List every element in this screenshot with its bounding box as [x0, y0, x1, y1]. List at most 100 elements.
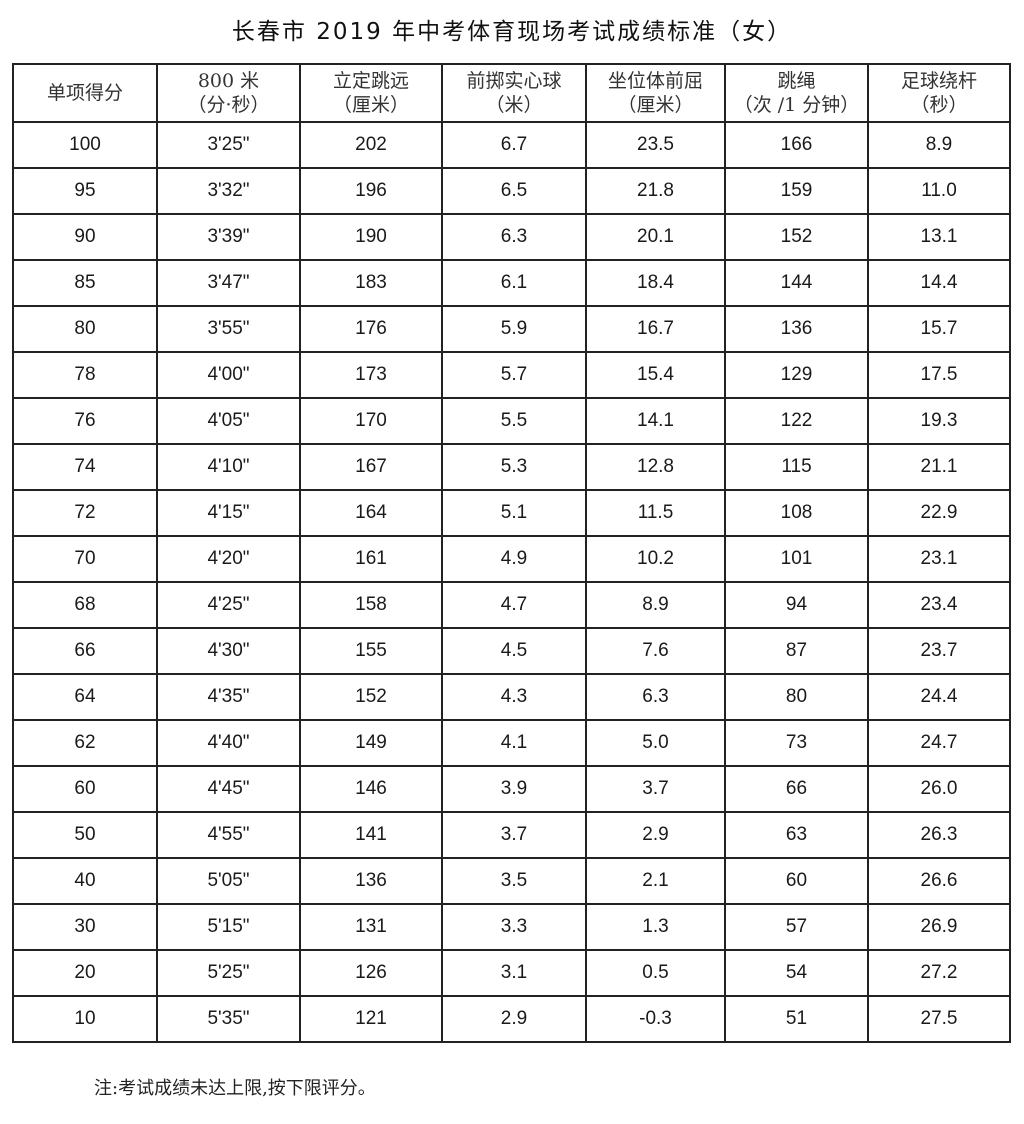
cell-800m: 4'45": [156, 765, 301, 813]
cell-score: 80: [12, 305, 158, 353]
cell-football: 26.9: [867, 903, 1011, 951]
cell-football: 26.6: [867, 857, 1011, 905]
cell-jump-rope: 80: [724, 673, 869, 721]
table-row: 74 4'10" 167 5.3 12.8 115 21.1: [12, 443, 1011, 491]
cell-ball-throw: 6.7: [441, 121, 587, 169]
cell-long-jump: 164: [299, 489, 443, 537]
cell-football: 23.4: [867, 581, 1011, 629]
cell-ball-throw: 4.9: [441, 535, 587, 583]
cell-football: 24.4: [867, 673, 1011, 721]
footnote: 注:考试成绩未达上限,按下限评分。: [94, 1078, 376, 1099]
table-row: 10 5'35" 121 2.9 -0.3 51 27.5: [12, 995, 1011, 1043]
cell-jump-rope: 108: [724, 489, 869, 537]
header-unit: （分·秒）: [187, 94, 270, 116]
cell-sit-reach: 6.3: [585, 673, 726, 721]
cell-long-jump: 190: [299, 213, 443, 261]
cell-ball-throw: 5.3: [441, 443, 587, 491]
cell-ball-throw: 6.3: [441, 213, 587, 261]
table-row: 50 4'55" 141 3.7 2.9 63 26.3: [12, 811, 1011, 859]
cell-800m: 3'47": [156, 259, 301, 307]
cell-jump-rope: 51: [724, 995, 869, 1043]
cell-long-jump: 121: [299, 995, 443, 1043]
cell-score: 72: [12, 489, 158, 537]
cell-sit-reach: 0.5: [585, 949, 726, 997]
cell-ball-throw: 6.5: [441, 167, 587, 215]
cell-800m: 4'25": [156, 581, 301, 629]
header-800m: 800 米（分·秒）: [156, 63, 301, 123]
cell-long-jump: 161: [299, 535, 443, 583]
cell-800m: 4'40": [156, 719, 301, 767]
header-label: 跳绳: [777, 70, 816, 92]
cell-jump-rope: 87: [724, 627, 869, 675]
cell-score: 50: [12, 811, 158, 859]
cell-sit-reach: 23.5: [585, 121, 726, 169]
cell-score: 60: [12, 765, 158, 813]
cell-football: 19.3: [867, 397, 1011, 445]
header-unit: （次 /1 分钟）: [733, 94, 860, 116]
header-football-dribble: 足球绕杆 （秒）: [867, 63, 1011, 123]
cell-ball-throw: 5.9: [441, 305, 587, 353]
cell-sit-reach: 18.4: [585, 259, 726, 307]
cell-800m: 4'15": [156, 489, 301, 537]
header-label: 800 米: [197, 70, 260, 92]
header-unit: （秒）: [910, 94, 968, 116]
cell-ball-throw: 5.7: [441, 351, 587, 399]
cell-football: 13.1: [867, 213, 1011, 261]
cell-jump-rope: 159: [724, 167, 869, 215]
cell-800m: 4'55": [156, 811, 301, 859]
document-title: 长春市 2019 年中考体育现场考试成绩标准（女）: [231, 19, 793, 45]
cell-long-jump: 152: [299, 673, 443, 721]
cell-long-jump: 176: [299, 305, 443, 353]
cell-score: 76: [12, 397, 158, 445]
cell-long-jump: 173: [299, 351, 443, 399]
header-label: 立定跳远: [332, 70, 409, 92]
cell-football: 8.9: [867, 121, 1011, 169]
table-row: 40 5'05" 136 3.5 2.1 60 26.6: [12, 857, 1011, 905]
cell-football: 17.5: [867, 351, 1011, 399]
table-row: 64 4'35" 152 4.3 6.3 80 24.4: [12, 673, 1011, 721]
cell-ball-throw: 3.7: [441, 811, 587, 859]
cell-score: 95: [12, 167, 158, 215]
cell-sit-reach: 14.1: [585, 397, 726, 445]
cell-ball-throw: 5.1: [441, 489, 587, 537]
cell-800m: 5'05": [156, 857, 301, 905]
score-standard-table: 单项得分 800 米（分·秒） 立定跳远 （厘米） 前掷实心球 （米） 坐位体前屈（…: [12, 63, 1011, 1043]
header-standing-long-jump: 立定跳远 （厘米）: [299, 63, 443, 123]
cell-jump-rope: 136: [724, 305, 869, 353]
cell-long-jump: 183: [299, 259, 443, 307]
table-row: 100 3'25" 202 6.7 23.5 166 8.9: [12, 121, 1011, 169]
table-row: 60 4'45" 146 3.9 3.7 66 26.0: [12, 765, 1011, 813]
cell-jump-rope: 66: [724, 765, 869, 813]
cell-long-jump: 149: [299, 719, 443, 767]
cell-jump-rope: 152: [724, 213, 869, 261]
table-row: 80 3'55" 176 5.9 16.7 136 15.7: [12, 305, 1011, 353]
cell-football: 11.0: [867, 167, 1011, 215]
cell-sit-reach: 21.8: [585, 167, 726, 215]
cell-football: 24.7: [867, 719, 1011, 767]
cell-long-jump: 196: [299, 167, 443, 215]
cell-football: 15.7: [867, 305, 1011, 353]
table-row: 95 3'32" 196 6.5 21.8 159 11.0: [12, 167, 1011, 215]
table-row: 30 5'15" 131 3.3 1.3 57 26.9: [12, 903, 1011, 951]
cell-jump-rope: 94: [724, 581, 869, 629]
cell-football: 27.2: [867, 949, 1011, 997]
cell-football: 22.9: [867, 489, 1011, 537]
table-row: 20 5'25" 126 3.1 0.5 54 27.2: [12, 949, 1011, 997]
cell-800m: 5'35": [156, 995, 301, 1043]
table-row: 72 4'15" 164 5.1 11.5 108 22.9: [12, 489, 1011, 537]
cell-football: 21.1: [867, 443, 1011, 491]
cell-ball-throw: 5.5: [441, 397, 587, 445]
cell-ball-throw: 4.1: [441, 719, 587, 767]
cell-800m: 5'15": [156, 903, 301, 951]
cell-jump-rope: 122: [724, 397, 869, 445]
header-label: 坐位体前屈: [607, 70, 703, 92]
cell-score: 100: [12, 121, 158, 169]
cell-sit-reach: 10.2: [585, 535, 726, 583]
cell-score: 78: [12, 351, 158, 399]
cell-jump-rope: 63: [724, 811, 869, 859]
cell-football: 26.3: [867, 811, 1011, 859]
table-row: 76 4'05" 170 5.5 14.1 122 19.3: [12, 397, 1011, 445]
cell-800m: 4'00": [156, 351, 301, 399]
cell-800m: 4'20": [156, 535, 301, 583]
header-unit: （米）: [485, 94, 543, 116]
